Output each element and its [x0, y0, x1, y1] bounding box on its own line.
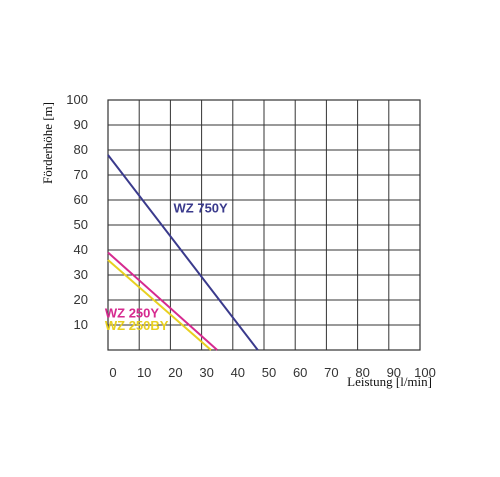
y-tick-label: 100 [66, 92, 88, 107]
plot-frame [107, 99, 421, 351]
x-tick-label: 100 [414, 365, 436, 380]
y-tick-label: 40 [74, 242, 88, 257]
x-axis-label: Leistung [l/min] [347, 374, 432, 389]
x-tick-label: 80 [355, 365, 369, 380]
x-tick-label: 0 [109, 365, 116, 380]
y-tick-label: 20 [74, 292, 88, 307]
x-tick-labels: 0 10 20 30 40 50 60 70 80 90 100 [109, 365, 435, 380]
y-tick-label: 80 [74, 142, 88, 157]
series-line-1 [107, 154, 259, 351]
series-line-3 [107, 259, 212, 351]
x-tick-label: 20 [168, 365, 182, 380]
y-tick-label: 30 [74, 267, 88, 282]
x-tick-label: 40 [231, 365, 245, 380]
x-tick-label: 90 [387, 365, 401, 380]
series-line-2 [107, 251, 218, 351]
series-label-2: WZ 250Y [105, 306, 160, 321]
chart-series [107, 154, 259, 351]
y-tick-label: 70 [74, 167, 88, 182]
y-axis-label: Förderhöhe [m] [40, 102, 55, 184]
y-tick-label: 10 [74, 317, 88, 332]
x-tick-label: 60 [293, 365, 307, 380]
series-label-1: WZ 750Y [174, 201, 229, 216]
x-tick-label: 50 [262, 365, 276, 380]
x-tick-label: 30 [199, 365, 213, 380]
y-tick-label: 50 [74, 217, 88, 232]
series-label-3: WZ 250BY [105, 318, 169, 333]
y-tick-label: 60 [74, 192, 88, 207]
plot-border [107, 99, 421, 351]
y-tick-labels: 10 20 30 40 50 60 70 80 90 100 [66, 92, 88, 332]
x-tick-label: 70 [324, 365, 338, 380]
x-tick-label: 10 [137, 365, 151, 380]
y-tick-label: 90 [74, 117, 88, 132]
